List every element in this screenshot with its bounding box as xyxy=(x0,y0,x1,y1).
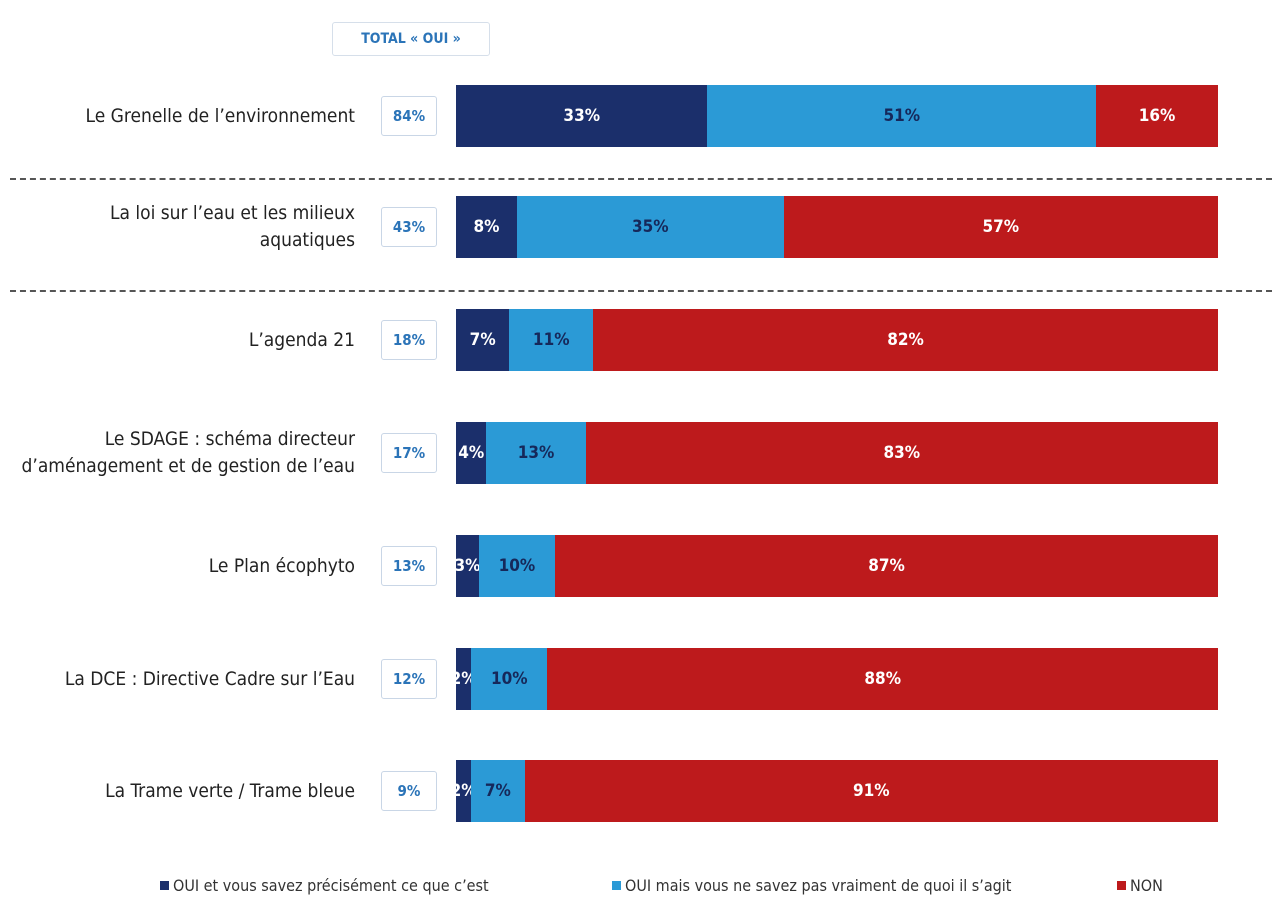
legend-label: NON xyxy=(1130,875,1163,895)
category-label: La DCE : Directive Cadre sur l’Eau xyxy=(64,667,355,690)
value-label: 13% xyxy=(517,443,555,463)
bar-segment: 13% xyxy=(486,422,586,484)
bar-segment: 3% xyxy=(454,535,481,597)
bar-segment: 91% xyxy=(524,760,1218,822)
bar-segment: 2% xyxy=(451,760,477,822)
value-label: 4% xyxy=(458,443,485,463)
total-label: 13% xyxy=(381,546,437,586)
category-label: Le SDAGE : schéma directeur d’aménagemen… xyxy=(21,428,355,477)
category-label: Le Grenelle de l’environnement xyxy=(85,104,355,127)
legend-item: OUI mais vous ne savez pas vraiment de q… xyxy=(612,873,1011,897)
separator xyxy=(10,178,1272,180)
total-label: 9% xyxy=(381,771,437,811)
separator xyxy=(10,290,1272,292)
bar-segment: 10% xyxy=(471,648,548,710)
value-label: 2% xyxy=(450,781,477,801)
category-label: Le Plan écophyto xyxy=(208,554,355,577)
bar-segment: 10% xyxy=(478,535,556,597)
bar-segment: 16% xyxy=(1096,85,1218,147)
value-label: 10% xyxy=(491,669,528,689)
category-label: La loi sur l’eau et les milieux aquatiqu… xyxy=(109,202,355,251)
value-label: 82% xyxy=(887,330,924,350)
total-title: TOTAL « OUI » xyxy=(332,22,490,56)
bar-segment: 57% xyxy=(783,196,1218,258)
total-label: 17% xyxy=(381,433,437,473)
total-label: 43% xyxy=(381,207,437,247)
value-label: 33% xyxy=(563,106,601,126)
legend-swatch xyxy=(160,880,169,890)
value-label: 91% xyxy=(852,781,890,801)
value-label: 8% xyxy=(473,217,500,237)
value-label: 16% xyxy=(1138,106,1176,126)
value-label: 57% xyxy=(982,217,1020,237)
value-label: 10% xyxy=(498,556,536,576)
total-label: 12% xyxy=(381,659,437,699)
value-label: 7% xyxy=(469,330,496,350)
bar-segment: 35% xyxy=(516,196,784,258)
bar-segment: 11% xyxy=(509,309,594,371)
total-label: 18% xyxy=(381,320,437,360)
bar-segment: 7% xyxy=(456,309,510,371)
legend-swatch xyxy=(612,880,621,890)
legend-swatch xyxy=(1117,880,1126,890)
value-label: 3% xyxy=(454,556,481,576)
value-label: 51% xyxy=(883,106,921,126)
value-label: 88% xyxy=(864,669,902,689)
bar-segment: 8% xyxy=(456,196,517,258)
bar-segment: 33% xyxy=(456,85,708,147)
value-label: 7% xyxy=(484,781,511,801)
bar-segment: 51% xyxy=(707,85,1097,147)
category-label: L’agenda 21 xyxy=(248,328,355,351)
bar-segment: 87% xyxy=(555,535,1218,597)
value-label: 87% xyxy=(868,556,905,576)
legend-item: NON xyxy=(1117,873,1163,897)
bar-segment: 83% xyxy=(585,422,1218,484)
bar-segment: 82% xyxy=(593,309,1218,371)
legend-item: OUI et vous savez précisément ce que c’e… xyxy=(160,873,489,897)
value-label: 35% xyxy=(631,217,669,237)
legend-label: OUI mais vous ne savez pas vraiment de q… xyxy=(625,875,1012,895)
bar-segment: 2% xyxy=(451,648,477,710)
bar-segment: 88% xyxy=(547,648,1218,710)
value-label: 2% xyxy=(450,669,477,689)
legend-label: OUI et vous savez précisément ce que c’e… xyxy=(173,875,489,895)
total-label: 84% xyxy=(381,96,437,136)
bar-segment: 4% xyxy=(456,422,487,484)
bar-segment: 7% xyxy=(471,760,525,822)
value-label: 83% xyxy=(883,443,921,463)
value-label: 11% xyxy=(532,330,570,350)
category-label: La Trame verte / Trame bleue xyxy=(105,779,355,802)
